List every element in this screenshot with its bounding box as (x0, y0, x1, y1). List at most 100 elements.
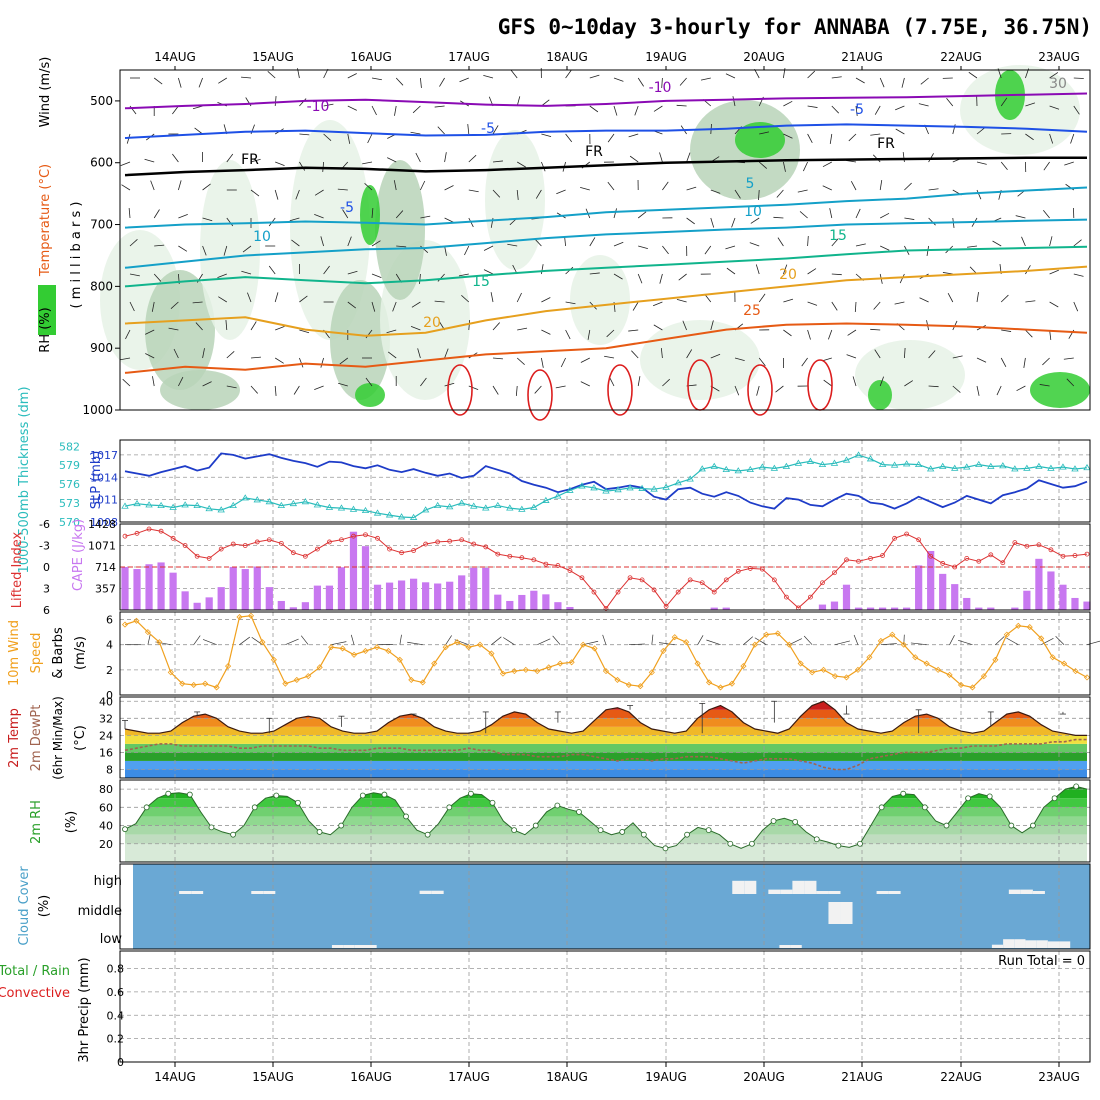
wind-barb (879, 376, 884, 387)
wind-barb (628, 329, 639, 332)
lifted-index-point (435, 539, 441, 545)
wind-barb (492, 189, 501, 198)
y-tick-label: 714 (95, 561, 116, 574)
thickness-point (674, 479, 682, 486)
wind-barb (173, 348, 179, 359)
thickness-point (482, 504, 490, 511)
rh-frame (119, 779, 1091, 863)
wind-barb (1049, 133, 1054, 144)
wind-barb (653, 324, 663, 331)
wind-barb (756, 385, 760, 396)
cloud-low-bar (1003, 939, 1015, 948)
wind-barb (492, 385, 499, 395)
contour-label: -10 (307, 99, 330, 115)
isotherm-line (124, 322, 1088, 374)
isotherm-line (607, 364, 633, 416)
y-axis-label: 3hr Precip (mm) (77, 957, 92, 1062)
wind-barb (293, 385, 300, 395)
wind-barb (1025, 102, 1036, 107)
wind-barb (807, 133, 813, 144)
wind-speed-point (969, 684, 976, 691)
rh-area (1030, 372, 1090, 408)
wind-speed-point (442, 644, 449, 651)
cape-bar (193, 602, 201, 610)
lifted-index-point (771, 577, 777, 583)
wind-barb (491, 636, 502, 645)
rh-point (295, 799, 301, 806)
thickness-point (963, 463, 971, 470)
wind-barb (1025, 300, 1036, 303)
thickness-point (638, 484, 646, 491)
wind-barb (852, 376, 857, 387)
lifted-index-point (1048, 547, 1054, 553)
wind-barb (151, 301, 155, 312)
wind-speed-point (866, 654, 873, 661)
wind-speed-point (431, 660, 438, 667)
wind-barb (556, 189, 566, 195)
cloud-frame (119, 863, 1091, 950)
wind-speed-point (408, 676, 415, 683)
thickness-point (854, 451, 863, 458)
temperature-band (125, 735, 1087, 744)
wind-barb (899, 273, 905, 284)
lifted-index-point (182, 543, 188, 548)
rh-point (143, 804, 150, 811)
cape-bar (446, 581, 454, 610)
rh-point (965, 795, 972, 802)
wind-speed-point (797, 660, 804, 667)
lifted-index-point (940, 561, 946, 566)
wind-speed-point (751, 641, 758, 648)
contour-label: 5 (746, 176, 755, 192)
y-axis-label: (%) (37, 895, 52, 918)
wind-barb (942, 272, 953, 275)
wind-speed-point (946, 671, 953, 678)
y-tick-label: 20 (99, 838, 113, 851)
temperature-band (125, 718, 1087, 727)
cloud-high-bar (792, 880, 805, 894)
wind-barb (323, 133, 332, 141)
cloud-low-bar (365, 945, 377, 948)
rh-point (813, 836, 820, 843)
run-total-annotation: Run Total = 0 (998, 954, 1085, 969)
page-title: GFS 0~10day 3-hourly for ANNABA (7.75E, … (498, 15, 1092, 39)
wind-barb (583, 640, 599, 646)
wind-barb (607, 181, 615, 191)
lifted-index-point (567, 568, 573, 573)
lifted-index-point (387, 546, 392, 552)
cloud-high-bar (876, 891, 889, 894)
wind-barb (580, 187, 590, 191)
wind-barb (783, 298, 794, 303)
wind-barb (444, 185, 454, 191)
wind-speed-point (259, 639, 266, 646)
panel-frames (115, 66, 1091, 1067)
wind-barb (637, 77, 644, 87)
wind-barb (347, 301, 357, 309)
wind-barb (803, 161, 808, 172)
wind-barb (659, 152, 663, 163)
y-tick-label: 60 (99, 801, 113, 814)
cape-bar (133, 569, 141, 610)
rh-point (230, 831, 236, 838)
temperature-line (124, 700, 1087, 736)
lifted-index-point (1012, 540, 1018, 546)
thickness-point (277, 501, 286, 508)
rh-legend-swatch (38, 285, 56, 335)
wind-barb (976, 385, 980, 396)
lifted-index-point (1024, 543, 1030, 549)
wind-barb (202, 381, 212, 387)
cape-bar (1071, 597, 1079, 610)
wind-barb (371, 273, 382, 278)
wind-barb (880, 212, 890, 219)
wind-speed-point (889, 631, 896, 638)
rh-point (273, 792, 280, 799)
wind-barb (226, 153, 234, 163)
wind-barb (783, 161, 786, 172)
lifted-index-point (627, 575, 633, 581)
wind-barb (541, 133, 552, 137)
wind-barb (560, 357, 566, 368)
y-tick-label: 1428 (88, 518, 116, 531)
lifted-index-point (687, 577, 693, 583)
wind-barb (192, 301, 203, 304)
lifted-index-point (1084, 551, 1090, 557)
wind-barb (602, 634, 607, 645)
